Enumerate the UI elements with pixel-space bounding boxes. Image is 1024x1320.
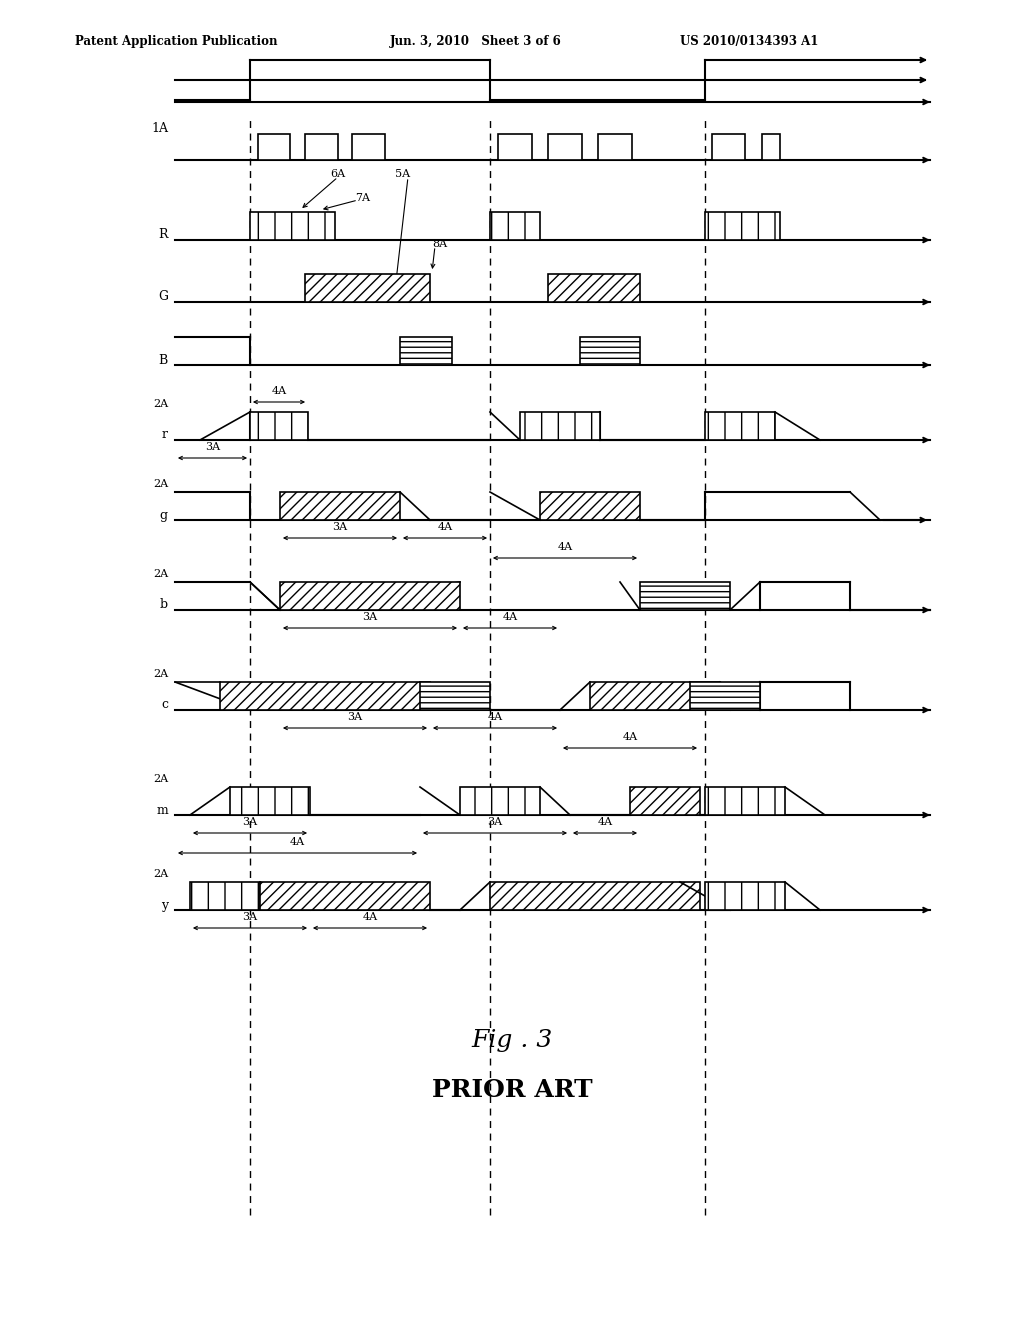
Bar: [705, 412, 775, 440]
Bar: [640, 582, 730, 610]
Bar: [250, 412, 308, 440]
Text: 8A: 8A: [432, 239, 447, 249]
Text: 3A: 3A: [243, 817, 258, 828]
Text: 4A: 4A: [597, 817, 612, 828]
Text: 6A: 6A: [330, 169, 345, 180]
Text: 3A: 3A: [487, 817, 503, 828]
Text: 3A: 3A: [333, 521, 347, 532]
Bar: [548, 135, 582, 160]
Text: 2A: 2A: [153, 399, 168, 409]
Text: 4A: 4A: [271, 385, 287, 396]
Bar: [420, 682, 490, 710]
Text: c: c: [161, 698, 168, 711]
Text: 2A: 2A: [153, 869, 168, 879]
Bar: [540, 492, 640, 520]
Text: 2A: 2A: [153, 569, 168, 579]
Bar: [590, 682, 720, 710]
Bar: [280, 582, 460, 610]
Text: US 2010/0134393 A1: US 2010/0134393 A1: [680, 36, 818, 48]
Text: 4A: 4A: [557, 543, 572, 552]
Text: 2A: 2A: [153, 479, 168, 488]
Bar: [305, 275, 430, 302]
Text: 5A: 5A: [395, 169, 411, 180]
Bar: [258, 135, 290, 160]
Bar: [490, 213, 540, 240]
Text: 3A: 3A: [243, 912, 258, 921]
Bar: [280, 492, 400, 520]
Bar: [762, 135, 780, 160]
Bar: [598, 135, 632, 160]
Text: R: R: [159, 228, 168, 242]
Text: 4A: 4A: [623, 733, 638, 742]
Bar: [400, 337, 452, 366]
Text: m: m: [157, 804, 168, 817]
Text: 4A: 4A: [487, 711, 503, 722]
Text: PRIOR ART: PRIOR ART: [432, 1078, 592, 1102]
Text: 3A: 3A: [347, 711, 362, 722]
Text: g: g: [160, 508, 168, 521]
Text: 1A: 1A: [151, 123, 168, 136]
Text: G: G: [158, 290, 168, 304]
Bar: [705, 787, 785, 814]
Bar: [460, 787, 540, 814]
Text: B: B: [159, 354, 168, 367]
Bar: [548, 275, 640, 302]
Text: 4A: 4A: [437, 521, 453, 532]
Text: 4A: 4A: [503, 612, 517, 622]
Bar: [230, 787, 310, 814]
Bar: [580, 337, 640, 366]
Bar: [705, 882, 785, 909]
Bar: [520, 412, 600, 440]
Bar: [690, 682, 760, 710]
Text: 4A: 4A: [290, 837, 305, 847]
Bar: [705, 213, 780, 240]
Text: Fig . 3: Fig . 3: [471, 1028, 553, 1052]
Text: 2A: 2A: [153, 669, 168, 678]
Bar: [712, 135, 745, 160]
Bar: [490, 882, 700, 909]
Text: y: y: [161, 899, 168, 912]
Text: Patent Application Publication: Patent Application Publication: [75, 36, 278, 48]
Text: 2A: 2A: [153, 774, 168, 784]
Text: 3A: 3A: [362, 612, 378, 622]
Bar: [190, 882, 260, 909]
Bar: [250, 213, 335, 240]
Text: 7A: 7A: [355, 193, 370, 203]
Bar: [352, 135, 385, 160]
Text: 4A: 4A: [362, 912, 378, 921]
Text: b: b: [160, 598, 168, 611]
Bar: [220, 682, 430, 710]
Bar: [498, 135, 532, 160]
Bar: [305, 135, 338, 160]
Text: r: r: [162, 429, 168, 441]
Bar: [630, 787, 700, 814]
Text: 3A: 3A: [205, 442, 220, 451]
Bar: [260, 882, 430, 909]
Text: Jun. 3, 2010   Sheet 3 of 6: Jun. 3, 2010 Sheet 3 of 6: [390, 36, 562, 48]
